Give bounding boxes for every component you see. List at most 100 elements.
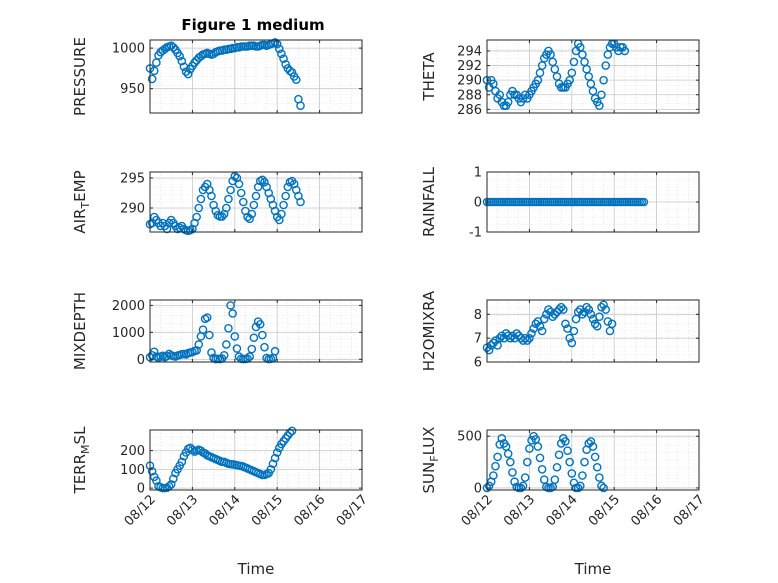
- data-point: [169, 474, 178, 484]
- y-tick-label: 294: [457, 44, 482, 59]
- data-point: [559, 305, 568, 314]
- data-point: [281, 191, 290, 201]
- x-tick-label: 08/13: [501, 492, 538, 529]
- data-point: [595, 101, 604, 110]
- data-point: [486, 341, 496, 350]
- data-point: [544, 305, 553, 314]
- axes-box: [149, 299, 363, 363]
- data-point: [527, 329, 536, 338]
- data-point: [249, 200, 259, 210]
- data-point: [497, 433, 507, 443]
- data-point: [270, 38, 280, 47]
- data-point: [255, 319, 265, 329]
- data-point: [531, 319, 541, 329]
- data-point: [489, 338, 498, 348]
- y-tick-label: 0: [474, 196, 482, 211]
- data-point: [491, 336, 500, 345]
- figure-title: Figure 1 medium: [181, 16, 324, 34]
- data-point: [597, 90, 606, 100]
- subplot-air-temp: 290 295 AIRTEMP: [71, 170, 363, 236]
- data-point: [238, 197, 248, 207]
- data-point: [525, 444, 534, 453]
- y-tick-label: 8: [474, 308, 482, 323]
- ylabel: RAINFALL: [420, 166, 438, 237]
- data-point: [202, 313, 212, 322]
- data-point: [506, 333, 515, 343]
- data-point: [603, 317, 613, 326]
- data-point: [495, 333, 505, 343]
- data-point: [279, 54, 288, 63]
- data-point: [567, 469, 577, 478]
- data-point: [251, 191, 261, 201]
- data-point: [234, 179, 244, 189]
- data-point: [588, 442, 598, 451]
- data-point: [520, 333, 530, 343]
- data-point: [527, 436, 536, 445]
- data-point: [291, 75, 301, 85]
- data-point: [484, 345, 494, 355]
- data-point: [595, 312, 604, 321]
- ylabel: TERRMSL: [71, 426, 92, 495]
- data-point: [580, 457, 589, 467]
- data-point: [554, 450, 564, 460]
- data-point: [266, 465, 276, 474]
- data-point: [217, 212, 227, 221]
- ylabel: H2OMIXRA: [420, 290, 438, 371]
- data-point: [601, 61, 611, 70]
- x-tick-label: 08/13: [164, 492, 201, 529]
- data-point: [251, 322, 261, 332]
- data-point: [149, 347, 159, 357]
- data-point: [230, 332, 240, 341]
- axes-box: [149, 171, 363, 233]
- x-tick-label: 08/17: [671, 492, 708, 529]
- data-point: [222, 203, 231, 213]
- data-point: [287, 68, 297, 77]
- y-tick-label: 7: [474, 332, 482, 347]
- y-tick-label: 286: [457, 103, 482, 118]
- data-point: [211, 206, 221, 216]
- axes-box: [149, 429, 363, 491]
- data-point: [177, 457, 187, 467]
- y-tick-label: 0: [137, 353, 145, 368]
- ylabel: MIXDEPTH: [71, 292, 89, 370]
- y-tick-label: 0: [474, 481, 482, 496]
- data-point: [586, 437, 596, 446]
- xlabel: Time: [574, 560, 612, 578]
- y-tick-label: 100: [120, 463, 145, 478]
- data-point: [535, 321, 545, 331]
- data-point: [166, 480, 176, 489]
- data-point: [169, 43, 178, 52]
- data-point: [249, 333, 259, 343]
- data-point: [522, 457, 532, 467]
- data-point: [525, 333, 534, 343]
- data-point: [188, 445, 197, 454]
- data-point: [224, 194, 233, 204]
- data-point: [550, 475, 560, 484]
- data-point: [277, 49, 286, 59]
- data-point: [565, 333, 574, 343]
- data-point: [152, 476, 161, 485]
- x-tick-label: 08/15: [249, 492, 286, 529]
- data-point: [196, 446, 206, 455]
- data-point: [508, 331, 517, 341]
- data-point: [200, 449, 210, 458]
- data-point: [224, 324, 233, 333]
- subplot-pressure: 950 1000 PRESSURE: [71, 37, 363, 116]
- data-point: [592, 321, 602, 331]
- data-point: [503, 449, 513, 459]
- data-point: [556, 439, 566, 448]
- data-point: [565, 457, 574, 467]
- data-point: [232, 344, 242, 353]
- data-point: [491, 461, 500, 471]
- data-point: [597, 302, 606, 312]
- data-point: [552, 462, 562, 472]
- data-point: [207, 191, 216, 201]
- data-point: [597, 481, 606, 491]
- data-point: [268, 459, 278, 469]
- data-point: [599, 75, 608, 85]
- data-point: [198, 325, 208, 334]
- data-point: [508, 468, 517, 477]
